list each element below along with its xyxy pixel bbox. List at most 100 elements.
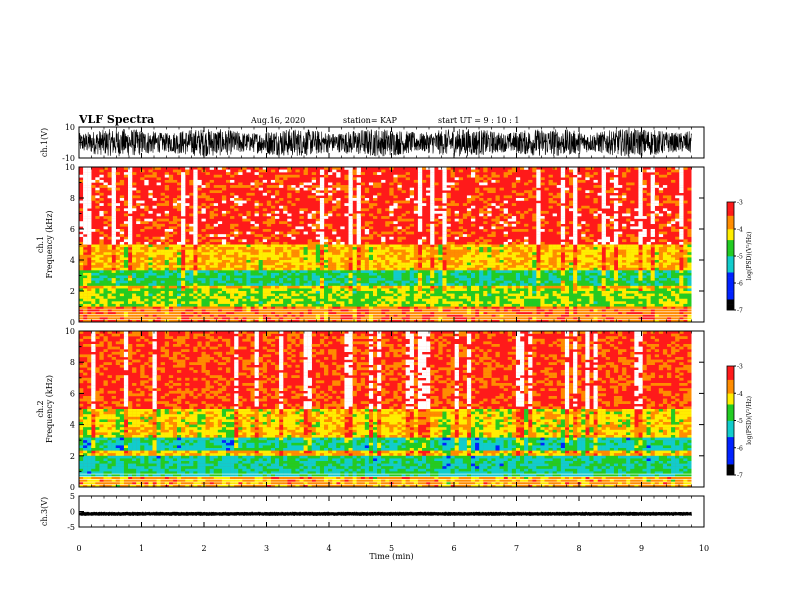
ch1-spectrogram-cell [303, 296, 308, 299]
ch1-spectrogram-cell [156, 303, 161, 307]
ch1-spectrogram-cell [238, 283, 243, 287]
ch1-spectrogram-cell [172, 316, 178, 320]
ch1-spectrogram-cell [177, 288, 182, 292]
ch1-spectrogram-cell [593, 200, 598, 204]
ch1-spectrogram-cell [356, 241, 361, 245]
ch1-spectrogram-cell [356, 270, 361, 274]
ch1-spectrogram-cell [279, 254, 284, 258]
ch1-spectrogram-cell [466, 285, 472, 289]
ch1-spectrogram-cell [585, 316, 590, 320]
ch1-spectrogram-cell [287, 278, 292, 281]
ch1-spectrogram-cell [107, 278, 112, 281]
ch1-spectrogram-cell [401, 190, 406, 194]
ch1-spectrogram-cell [266, 236, 272, 240]
ch1-spectrogram-cell [95, 265, 100, 268]
ch1-spectrogram-cell [250, 249, 255, 253]
ch1-spectrogram-cell [266, 249, 272, 253]
ch1-spectrogram-cell [389, 262, 394, 266]
ch1-spectrogram-cell [209, 303, 214, 307]
ch1-spectrogram-cell [299, 306, 304, 310]
ch1-spectrogram-cell [373, 247, 378, 250]
ch1-spectrogram-cell [573, 200, 578, 204]
ch1-spectrogram-cell [560, 179, 566, 183]
ch1-spectrogram-cell [140, 254, 145, 258]
ch1-spectrogram-cell [213, 185, 219, 188]
ch1-spectrogram-cell [328, 187, 333, 191]
ch1-spectrogram-cell [164, 254, 170, 258]
ch1-spectrogram-cell [581, 280, 586, 284]
ch1-spectrogram-cell [495, 254, 500, 258]
ch1-spectrogram-cell [573, 223, 578, 227]
ch1-spectrogram-cell [119, 241, 125, 245]
ch1-spectrogram-cell [160, 249, 165, 253]
ch1-spectrogram-cell [466, 257, 472, 261]
ch1-spectrogram-cell [585, 298, 590, 302]
ch1-spectrogram-cell [79, 244, 84, 248]
ch1-spectrogram-cell [356, 272, 361, 276]
ch1-spectrogram-cell [442, 254, 447, 258]
ch1-spectrogram-cell [581, 267, 586, 271]
ch1-spectrogram-cell [462, 296, 468, 299]
ch1-spectrogram-cell [540, 298, 545, 302]
ch1-spectrogram-cell [107, 314, 112, 318]
ch1-spectrogram-cell [152, 270, 157, 274]
ch1-spectrogram-cell [389, 221, 394, 225]
ch1-spectrogram-cell [152, 267, 157, 271]
ch1-spectrogram-cell [589, 275, 594, 279]
ch1-spectrogram-cell [319, 239, 325, 243]
ch1-spectrogram-cell [405, 254, 410, 258]
ch1-spectrogram-cell [189, 285, 194, 289]
ch1-spectrogram-cell [103, 296, 108, 299]
ch1-spectrogram-cell [83, 187, 88, 191]
ch1-spectrogram-cell [552, 265, 557, 268]
ch1-spectrogram-cell [507, 213, 513, 217]
ch1-spectrogram-cell [356, 200, 361, 204]
ch1-spectrogram-cell [205, 288, 210, 292]
ch1-spectrogram-cell [577, 208, 582, 212]
ch1-spectrogram-cell [487, 177, 492, 181]
ch1-spectrogram-cell [205, 278, 210, 281]
ch1-spectrogram-cell [564, 285, 570, 289]
ch1-spectrogram-cell [409, 275, 415, 279]
ch1-spectrogram-cell [438, 272, 443, 276]
ch1-spectrogram-cell [344, 291, 349, 294]
ch1-spectrogram-cell [177, 272, 182, 276]
ch1-spectrogram-cell [454, 187, 459, 191]
ch1-spectrogram-cell [197, 316, 202, 320]
ch1-spectrogram-cell [328, 272, 333, 276]
ch1-spectrogram-cell [548, 198, 553, 201]
ch1-spectrogram-cell [377, 301, 382, 305]
ch1-spectrogram-cell [311, 195, 317, 199]
ch1-spectrogram-cell [524, 167, 529, 170]
ch1-spectrogram-cell [348, 306, 353, 310]
ch1-spectrogram-cell [152, 298, 157, 302]
ch1-spectrogram-cell [552, 319, 557, 323]
ch1-spectrogram-cell [364, 298, 370, 302]
ch1-spectrogram-cell [593, 179, 598, 183]
ch1-spectrogram-cell [164, 213, 170, 217]
ch1-spectrogram-cell [475, 195, 480, 199]
ch1-spectrogram-cell [540, 223, 545, 227]
ch1-spectrogram-cell [487, 301, 492, 305]
ch1-spectrogram-cell [152, 296, 157, 299]
ch1-spectrogram-cell [487, 249, 492, 253]
ch1-spectrogram-cell [495, 218, 500, 222]
ch1-spectrogram-cell [291, 185, 296, 188]
ch1-spectrogram-cell [348, 187, 353, 191]
ch1-spectrogram-cell [324, 200, 329, 204]
ch1-spectrogram-cell [258, 247, 263, 250]
ch1-spectrogram-cell [573, 172, 578, 175]
ch1-spectrogram-cell [438, 275, 443, 279]
ch1-spectrogram-cell [299, 278, 304, 281]
ch1-spectrogram-cell [262, 270, 268, 274]
ch1-spectrogram-cell [556, 285, 562, 289]
ch1-spectrogram-cell [311, 291, 317, 294]
ch1-spectrogram-cell [217, 293, 223, 297]
ch1-spectrogram-cell [373, 296, 378, 299]
ch1-spectrogram-cell [152, 293, 157, 297]
ch1-spectrogram-cell [115, 298, 121, 302]
ch1-spectrogram-cell [344, 285, 349, 289]
ch1-spectrogram-cell [352, 265, 357, 268]
ch1-spectrogram-cell [270, 247, 276, 250]
ch1-spectrogram-cell [83, 280, 88, 284]
